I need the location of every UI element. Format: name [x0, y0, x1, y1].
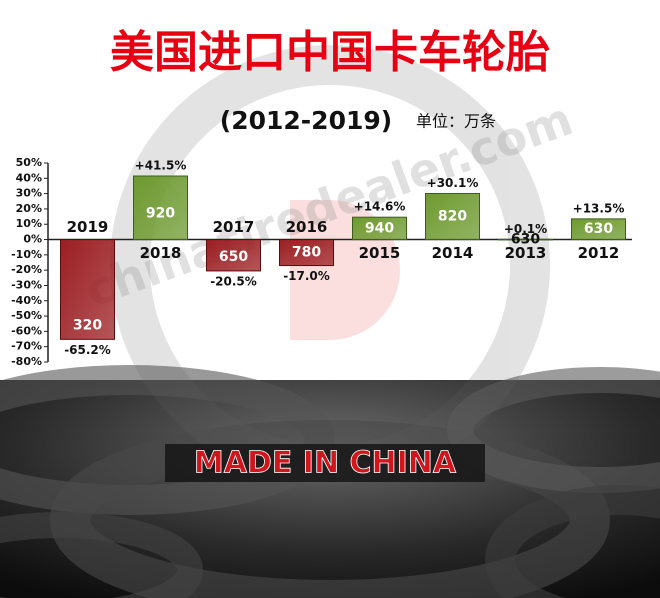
value-label: +14.6%: [354, 200, 406, 214]
y-tick-label: 40%: [16, 171, 42, 184]
year-label: 2013: [505, 244, 547, 262]
bar: [279, 239, 334, 267]
y-tick-label: 10%: [16, 217, 42, 230]
value-label: -17.0%: [283, 269, 330, 283]
footer-box: [165, 444, 485, 482]
volume-label: 920: [146, 206, 175, 222]
value-label: -65.2%: [64, 343, 111, 357]
footer-text: MADE IN CHINA: [194, 446, 457, 481]
year-label: 2014: [432, 244, 474, 262]
tire-photo: [0, 365, 660, 598]
year-label: 2015: [359, 244, 401, 262]
volume-label: 940: [365, 220, 394, 236]
bar: [425, 192, 480, 241]
year-label: 2017: [213, 218, 255, 236]
value-label: +13.5%: [573, 201, 625, 215]
y-tick-label: 0%: [23, 233, 42, 246]
unit-label: 单位：万条: [416, 112, 496, 131]
bar: [60, 239, 115, 340]
bar: [352, 216, 407, 241]
plot: 50% 40% 30% 20% 10% 0% -10% -20% -30% -40% -50% -60…: [11, 156, 632, 368]
y-tick-label: -70%: [11, 340, 42, 353]
y-tick-label: 30%: [16, 187, 42, 200]
year-label: 2016: [286, 218, 328, 236]
y-tick-label: 50%: [16, 156, 42, 169]
volume-label: 820: [438, 209, 467, 225]
y-tick-label: -20%: [11, 263, 42, 276]
value-label: +30.1%: [427, 176, 479, 190]
chart-title: 美国进口中国卡车轮胎: [110, 27, 550, 78]
y-tick-label: -50%: [11, 309, 42, 322]
y-tick-label: -80%: [11, 355, 42, 368]
volume-label: 630: [511, 231, 540, 247]
y-tick-label: -30%: [11, 278, 42, 291]
value-label: +0.1%: [504, 222, 547, 236]
bar: [133, 175, 188, 241]
value-label: +41.5%: [135, 159, 187, 173]
y-tick-label: 20%: [16, 202, 42, 215]
y-tick-label: -60%: [11, 324, 42, 337]
bar: [498, 238, 553, 241]
volume-label: 630: [584, 221, 613, 237]
year-label: 2019: [67, 218, 109, 236]
chart-subtitle: (2012-2019): [220, 106, 392, 135]
year-label: 2012: [578, 244, 620, 262]
value-label: -20.5%: [210, 274, 257, 288]
volume-label: 780: [292, 245, 321, 261]
y-tick-label: -10%: [11, 248, 42, 261]
year-label: 2018: [140, 244, 182, 262]
bar: [206, 239, 261, 272]
volume-label: 650: [219, 249, 248, 265]
bar: [571, 218, 626, 241]
volume-label: 320: [73, 317, 102, 333]
y-tick-label: -40%: [11, 294, 42, 307]
